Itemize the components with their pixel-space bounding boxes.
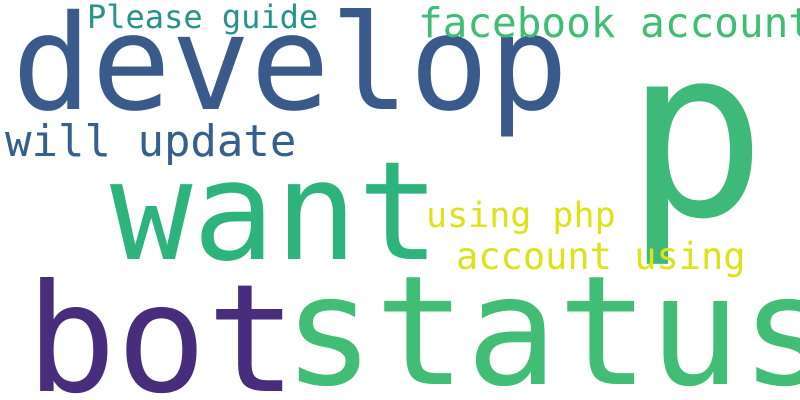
word-develop: develop [12,0,569,141]
word-will-update: will update [5,116,297,167]
word-p: p [625,0,767,271]
word-want: want [110,133,440,292]
word-using-php: using php [426,196,616,236]
word-bot: bot [26,253,297,400]
word-status: status [283,243,800,400]
word-facebook-account: facebook account [418,0,800,47]
word-account-using: account using [456,235,746,278]
word-please-guide: Please guide [87,0,319,36]
